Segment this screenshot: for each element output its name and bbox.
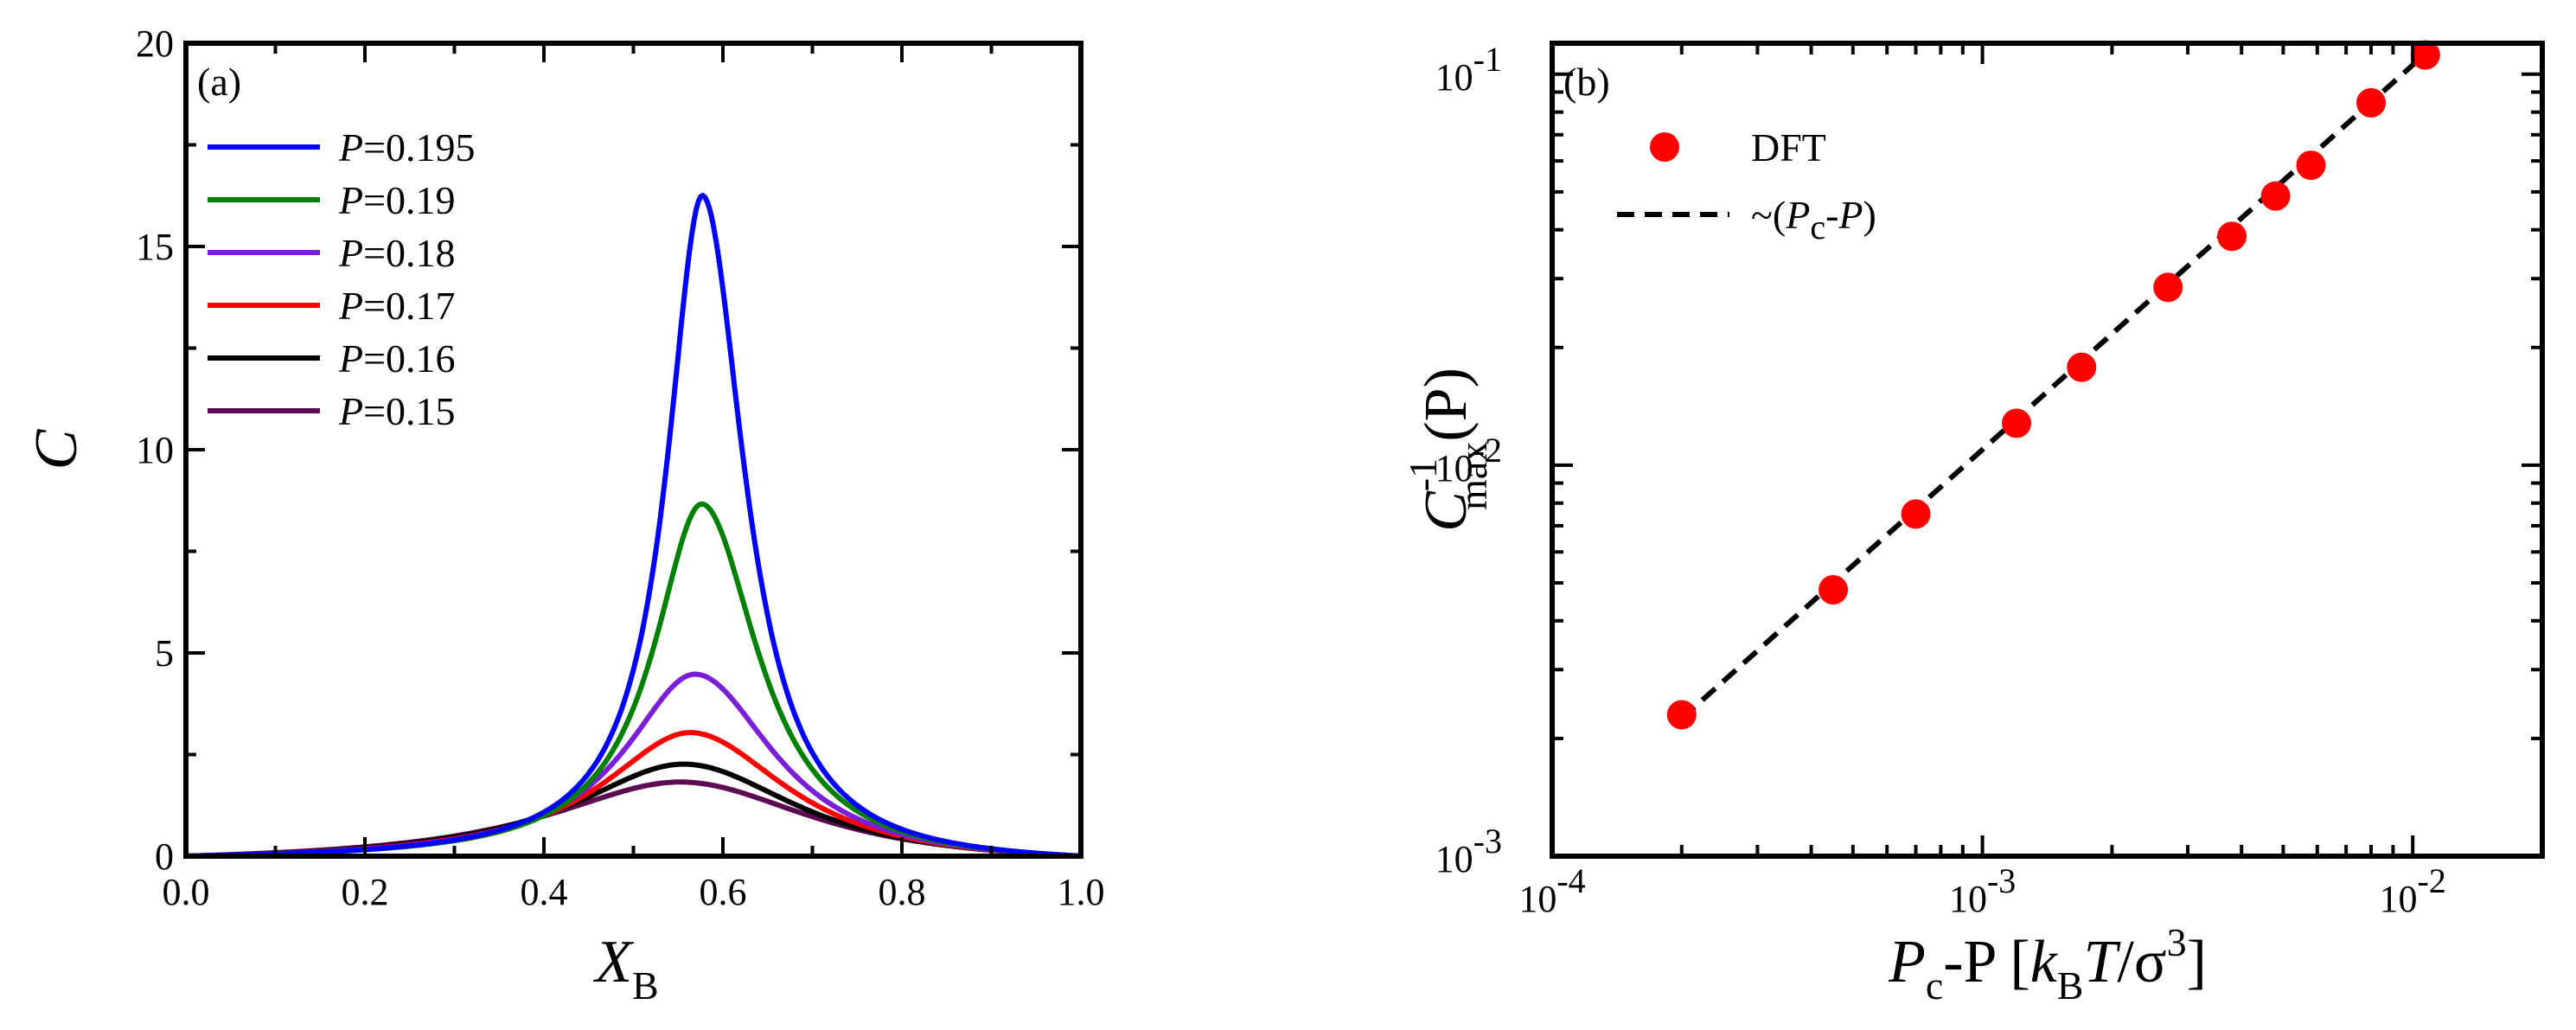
tick-base: 10 (1435, 838, 1473, 880)
legend-label-var: P (338, 336, 363, 381)
tick-base: 10 (1949, 878, 1987, 920)
dft-point-4 (2067, 352, 2097, 382)
series-line-3 (185, 730, 1082, 859)
y-tick-label: 5 (155, 632, 174, 675)
dft-point-8 (2296, 150, 2326, 181)
legend-label-value: =0.18 (363, 231, 455, 275)
legend-label-value: =0.15 (363, 389, 455, 433)
dft-point-7 (2260, 181, 2291, 211)
legend-label-var: P (338, 389, 363, 433)
tick-exponent: -3 (1987, 861, 2016, 900)
tick-base: 10 (2380, 878, 2418, 920)
panel-a-y-axis-label: C (23, 428, 90, 470)
legend-label-value: =0.16 (363, 336, 455, 381)
x-tick-label: 10-3 (1949, 861, 2016, 920)
panel-a-x-axis-label: XB (592, 929, 658, 1008)
panel-a-ticks: 0.0 0.2 0.4 0.6 0.8 1.0 0 5 10 15 20 (136, 22, 1105, 913)
legend-label-0: P=0.195 (338, 125, 476, 170)
panel-b-label: (b) (1563, 60, 1610, 104)
legend-label-value: =0.195 (363, 125, 475, 170)
tick-base: 10 (1435, 447, 1473, 489)
y-tick-label: 10-2 (1435, 431, 1502, 489)
legend-label-var: P (338, 125, 363, 170)
y-tick-label: 10-3 (1435, 822, 1502, 880)
tick-exponent: -2 (1473, 431, 1502, 470)
panel-b-legend: DFT ~(Pc-P) (1617, 125, 1876, 246)
x-tick-label: 0.2 (342, 871, 389, 913)
tick-exponent: -1 (1473, 40, 1502, 79)
dft-point-1 (1819, 575, 1849, 605)
dft-point-6 (2217, 221, 2247, 252)
legend-label-2: P=0.18 (338, 231, 456, 275)
y-tick-label: 15 (136, 226, 174, 268)
tick-exponent: -3 (1473, 822, 1502, 860)
legend-dft-label: DFT (1751, 125, 1826, 170)
panel-b-data-points (1666, 40, 2440, 730)
tick-base: 10 (1518, 878, 1556, 920)
legend-label-1: P=0.19 (338, 178, 456, 222)
x-tick-label: 1.0 (1058, 871, 1105, 913)
panel-b-ticks: 10-4 10-3 10-210-310-210-1 (1435, 40, 2542, 920)
panel-b-chart: 10-4 10-3 10-210-310-210-1 (b) DFT ~(Pc-P)… (1401, 40, 2545, 1008)
tick-base: 10 (1435, 56, 1473, 99)
dft-point-9 (2355, 87, 2386, 118)
x-tick-label: 10-2 (2380, 861, 2446, 920)
dft-point-2 (1901, 499, 1931, 529)
panel-a-series-lines (185, 193, 1082, 859)
legend-dft-marker (1650, 132, 1679, 162)
panel-a-label: (a) (197, 60, 241, 104)
y-tick-label: 20 (136, 22, 174, 65)
dft-point-0 (1666, 700, 1697, 730)
panel-b-y-axis-label: C-1 max(P) (1401, 368, 1495, 532)
legend-label-4: P=0.16 (338, 336, 456, 381)
legend-label-value: =0.17 (363, 284, 455, 328)
series-line-0 (185, 193, 1082, 859)
legend-label-var: P (338, 284, 363, 328)
legend-label-3: P=0.17 (338, 284, 456, 328)
y-tick-label: 10-1 (1435, 40, 1502, 99)
tick-exponent: -2 (2418, 861, 2446, 900)
legend-label-value: =0.19 (363, 178, 455, 222)
dft-point-10 (2410, 40, 2440, 70)
legend-label-var: P (338, 178, 363, 222)
x-tick-label: 0.8 (879, 871, 926, 913)
tick-exponent: -4 (1556, 861, 1585, 900)
x-tick-label: 0.0 (163, 871, 210, 913)
legend-label-var: P (338, 231, 363, 275)
y-tick-label: 10 (136, 429, 174, 471)
dft-point-5 (2153, 272, 2183, 303)
panel-b-plot-frame (1550, 41, 2545, 859)
series-line-1 (185, 501, 1082, 859)
x-tick-label: 0.4 (521, 871, 568, 913)
dft-point-3 (2002, 408, 2032, 438)
panel-b-x-axis-label: Pc-P [kBT/σ3] (1888, 920, 2207, 1008)
y-tick-label: 0 (155, 835, 174, 878)
legend-label-5: P=0.15 (338, 389, 456, 433)
x-tick-label: 10-4 (1518, 861, 1585, 920)
x-tick-label: 0.6 (700, 871, 747, 913)
legend-fit-label: ~(Pc-P) (1751, 193, 1876, 246)
